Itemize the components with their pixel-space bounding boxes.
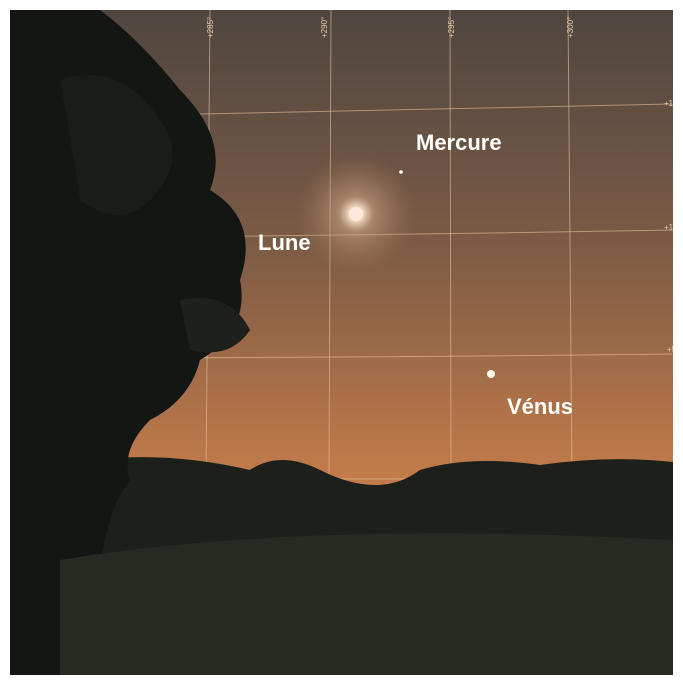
- object-label: Vénus: [507, 394, 573, 419]
- moon-disc: [349, 207, 363, 221]
- dec-label: +5°: [667, 345, 679, 354]
- dec-label: +15°: [664, 99, 681, 108]
- object-label: Lune: [258, 230, 311, 255]
- mercury: [399, 170, 403, 174]
- ra-label: +290°: [320, 17, 329, 38]
- dec-label: +10°: [664, 223, 681, 232]
- ra-label: +285°: [206, 17, 215, 38]
- ra-label: +300°: [566, 17, 575, 38]
- ra-label: +295°: [447, 17, 456, 38]
- venus: [487, 370, 495, 378]
- sky-view: +285° +290° +295° +300° +15° +10° +5° Me…: [0, 0, 683, 685]
- object-label: Mercure: [416, 130, 502, 155]
